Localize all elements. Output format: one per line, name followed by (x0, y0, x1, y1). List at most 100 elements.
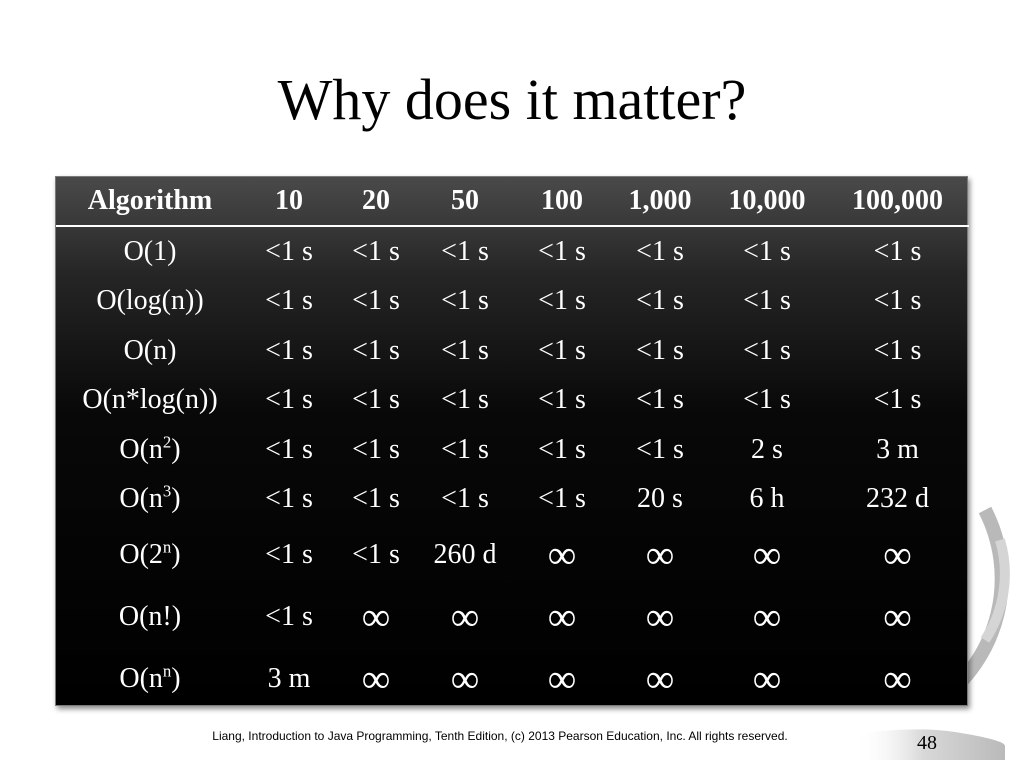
time-cell: <1 s (441, 285, 489, 317)
time-cell: <1 s (265, 601, 313, 632)
table-row: O(n*log(n)) <1 s <1 s <1 s <1 s <1 s <1 s <1 s (56, 376, 969, 426)
algorithm-label-exponent: 2 (162, 432, 172, 452)
time-cell: 232 d (866, 483, 929, 515)
algorithm-label-base: O(n!) (118, 601, 182, 632)
time-cell: ∞ (752, 532, 782, 577)
time-cell: ∞ (361, 656, 391, 701)
time-cell: <1 s (636, 235, 684, 267)
time-cell: ∞ (450, 656, 480, 701)
algorithm-label-base: O(2 (119, 539, 163, 570)
slide-title: Why does it matter? (277, 67, 747, 132)
time-cell: <1 s (538, 433, 586, 465)
time-cell: ∞ (450, 594, 480, 639)
time-cell: <1 s (265, 334, 313, 366)
time-cell: ∞ (547, 594, 577, 639)
time-cell: 3 m (267, 663, 311, 694)
algorithm-label: O(n) (56, 326, 244, 376)
algorithm-label-base: O(1) (123, 235, 177, 267)
page-number-tab (855, 729, 1005, 760)
time-cell: <1 s (636, 433, 684, 465)
header-algorithm: Algorithm (56, 177, 244, 227)
time-cell: <1 s (441, 334, 489, 366)
table-row: O(2n) <1 s <1 s 260 d ∞ ∞ ∞ ∞ (56, 524, 969, 586)
time-cell: <1 s (265, 539, 313, 570)
time-cell: <1 s (743, 235, 791, 267)
complexity-table-panel: Algorithm 10 20 50 100 1,000 10,000 100,000 O(1… (55, 176, 969, 706)
algorithm-label-tail: ) (171, 433, 181, 465)
table-body: O(1) <1 s <1 s <1 s <1 s <1 s <1 s <1 s O(log(n)… (56, 226, 969, 710)
algorithm-label: O(log(n)) (56, 277, 244, 327)
algorithm-label: O(n!) (56, 586, 244, 648)
time-cell: <1 s (352, 235, 400, 267)
time-cell: <1 s (873, 384, 922, 416)
table-row: O(1) <1 s <1 s <1 s <1 s <1 s <1 s <1 s (56, 226, 969, 277)
time-cell: <1 s (538, 334, 586, 366)
time-cell: ∞ (883, 532, 912, 577)
header-size-7: 100,000 (826, 177, 969, 227)
algorithm-label-tail: ) (171, 539, 181, 570)
time-cell: <1 s (743, 334, 791, 366)
time-cell: <1 s (441, 483, 489, 515)
time-cell: ∞ (883, 656, 912, 701)
time-cell: <1 s (352, 384, 400, 416)
algorithm-label: O(2n) (56, 524, 244, 586)
header-size-3: 50 (418, 177, 512, 227)
time-cell: <1 s (352, 539, 400, 570)
time-cell: <1 s (636, 384, 684, 416)
time-cell: ∞ (547, 656, 577, 701)
time-cell: 2 s (751, 433, 783, 465)
time-cell: <1 s (538, 483, 586, 515)
time-cell: <1 s (352, 433, 400, 465)
complexity-table: Algorithm 10 20 50 100 1,000 10,000 100,000 O(1… (56, 177, 969, 710)
table-row: O(log(n)) <1 s <1 s <1 s <1 s <1 s <1 s <1 s (56, 277, 969, 327)
algorithm-label: O(1) (56, 226, 244, 277)
algorithm-label-tail: ) (171, 483, 181, 515)
table-row: O(nn) 3 m ∞ ∞ ∞ ∞ ∞ ∞ (56, 648, 969, 710)
time-cell: <1 s (873, 334, 922, 366)
time-cell: <1 s (265, 483, 313, 515)
algorithm-label-exponent: n (162, 661, 172, 681)
algorithm-label-base: O(n (119, 663, 163, 694)
algorithm-label-base: O(n (119, 483, 163, 515)
time-cell: <1 s (352, 483, 400, 515)
time-cell: 260 d (433, 539, 497, 570)
time-cell: ∞ (645, 532, 675, 577)
header-size-4: 100 (512, 177, 612, 227)
time-cell: <1 s (265, 384, 313, 416)
header-size-5: 1,000 (612, 177, 708, 227)
time-cell: 20 s (637, 483, 683, 515)
time-cell: ∞ (752, 656, 782, 701)
header-size-2: 20 (334, 177, 418, 227)
algorithm-label-exponent: n (162, 537, 172, 557)
footer-citation: Liang, Introduction to Java Programming,… (212, 729, 788, 743)
time-cell: <1 s (743, 285, 791, 317)
time-cell: <1 s (265, 285, 313, 317)
time-cell: <1 s (441, 235, 489, 267)
time-cell: <1 s (538, 285, 586, 317)
algorithm-label: O(n3) (56, 475, 244, 525)
time-cell: ∞ (883, 594, 912, 639)
time-cell: <1 s (538, 384, 586, 416)
time-cell: ∞ (752, 594, 782, 639)
time-cell: <1 s (265, 433, 313, 465)
table-row: O(n) <1 s <1 s <1 s <1 s <1 s <1 s <1 s (56, 326, 969, 376)
time-cell: <1 s (441, 433, 489, 465)
time-cell: <1 s (636, 285, 684, 317)
time-cell: <1 s (352, 285, 400, 317)
algorithm-label-tail: ) (171, 663, 181, 694)
table-header-row: Algorithm 10 20 50 100 1,000 10,000 100,000 (56, 177, 969, 227)
algorithm-label: O(n*log(n)) (56, 376, 244, 426)
algorithm-label-base: O(log(n)) (96, 285, 204, 317)
table-row: O(n!) <1 s ∞ ∞ ∞ ∞ ∞ ∞ (56, 586, 969, 648)
algorithm-label: O(nn) (56, 648, 244, 710)
algorithm-label-base: O(n*log(n)) (82, 384, 218, 416)
time-cell: <1 s (538, 235, 586, 267)
time-cell: <1 s (636, 334, 684, 366)
algorithm-label-base: O(n (119, 433, 163, 465)
time-cell: 3 m (876, 433, 919, 465)
time-cell: <1 s (743, 384, 791, 416)
algorithm-label-exponent: 3 (162, 481, 172, 501)
table-row: O(n3) <1 s <1 s <1 s <1 s 20 s 6 h 232 d (56, 475, 969, 525)
header-size-1: 10 (244, 177, 334, 227)
